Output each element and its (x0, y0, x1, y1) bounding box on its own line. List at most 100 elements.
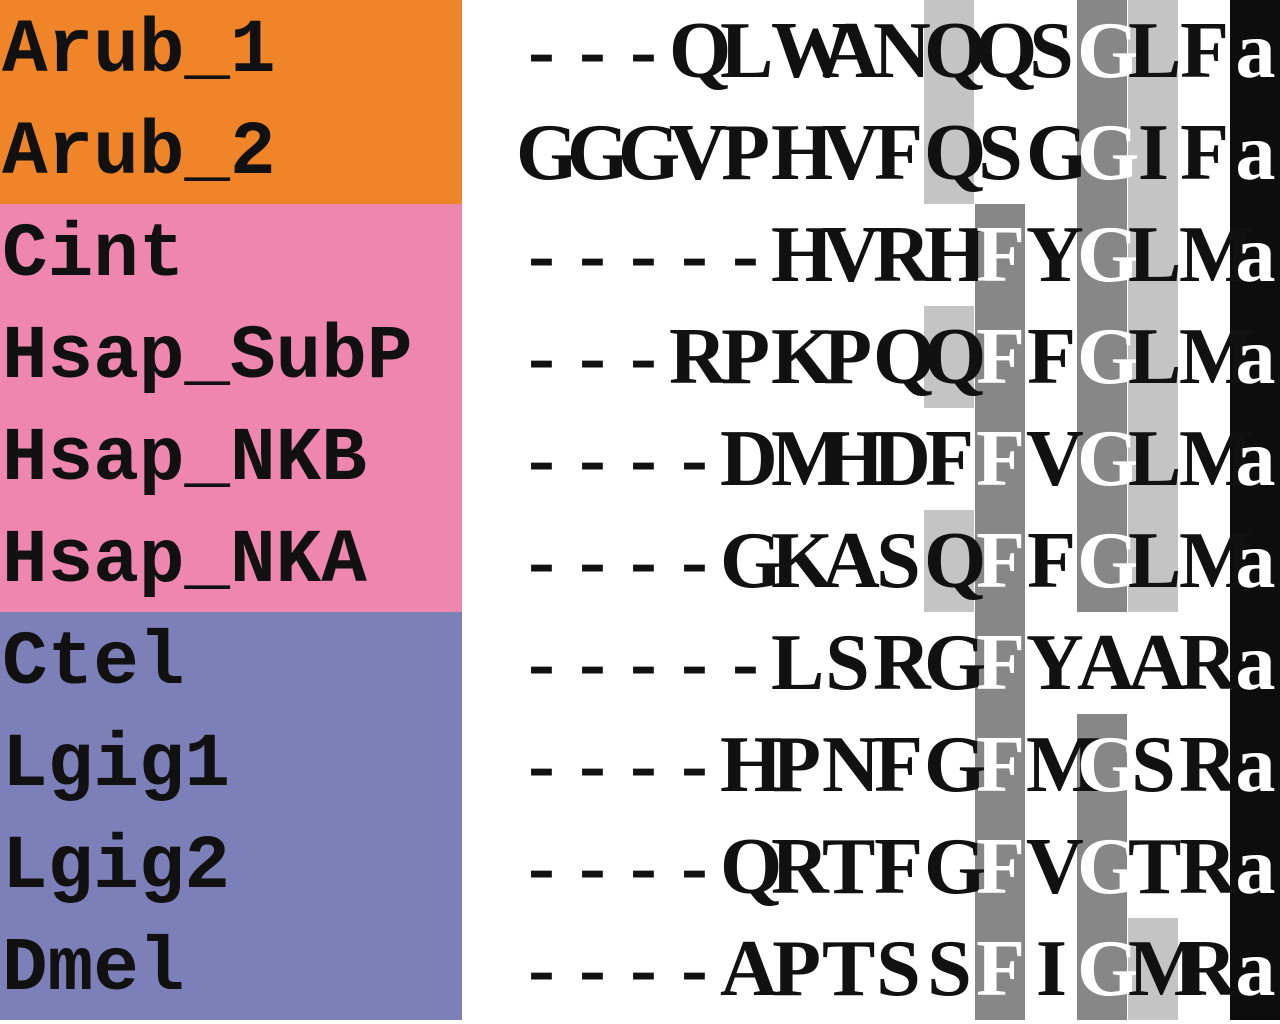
residue: A (1077, 619, 1135, 707)
residue: G (1077, 7, 1140, 95)
residue: F (976, 415, 1025, 503)
residue: Y (1026, 619, 1084, 707)
residue: G (1077, 721, 1140, 809)
residue: Q (924, 313, 987, 401)
residue: - (579, 313, 606, 401)
residue: G (1077, 109, 1140, 197)
residue: Q (924, 109, 987, 197)
residue: G (1077, 313, 1140, 401)
conservation-shade-light (924, 0, 974, 204)
residue: S (978, 109, 1023, 197)
residue: - (630, 313, 657, 401)
residue: R (1179, 619, 1237, 707)
residue: - (630, 7, 657, 95)
residue: S (927, 925, 972, 1013)
residue: F (1180, 7, 1229, 95)
residue: a (1235, 925, 1276, 1013)
conservation-shade-mid (1077, 714, 1127, 1020)
residue: I (1137, 109, 1170, 197)
conservation-shade-mid (975, 204, 1025, 1020)
residue: - (528, 313, 555, 401)
residue: a (1235, 109, 1276, 197)
residue: A (1128, 619, 1186, 707)
residue: - (630, 211, 657, 299)
residue: - (681, 925, 708, 1013)
residue: Q (873, 313, 936, 401)
residue: F (976, 211, 1025, 299)
residue: Q (669, 7, 732, 95)
residue: F (874, 721, 923, 809)
residue: N (822, 721, 880, 809)
sequence-label: Hsap_SubP (0, 306, 462, 408)
residue: - (528, 7, 555, 95)
residue: M (771, 415, 847, 503)
residue: L (1128, 313, 1182, 401)
residue: M (1179, 313, 1255, 401)
residue: A (822, 517, 880, 605)
residue: D (873, 415, 931, 503)
residue: F (976, 619, 1025, 707)
residue: F (874, 823, 923, 911)
residue: H (771, 109, 834, 197)
residue: - (579, 517, 606, 605)
residue: A (822, 7, 880, 95)
residue: F (1180, 109, 1229, 197)
residue: - (630, 517, 657, 605)
residue: F (976, 313, 1025, 401)
residue: R (873, 619, 931, 707)
residue: - (528, 415, 555, 503)
sequence-label: Dmel (0, 918, 462, 1020)
residue: G (924, 721, 987, 809)
residue: - (579, 721, 606, 809)
residue: a (1235, 619, 1276, 707)
residue: - (630, 415, 657, 503)
residue: G (1077, 925, 1140, 1013)
residue: T (1128, 823, 1182, 911)
residue: R (669, 313, 727, 401)
residue: F (925, 415, 974, 503)
residue: a (1235, 313, 1276, 401)
residue: H (924, 211, 987, 299)
residue: - (681, 619, 708, 707)
residue: - (732, 619, 759, 707)
residue: Q (924, 517, 987, 605)
residue: L (1128, 517, 1182, 605)
sequence-label: Ctel (0, 612, 462, 714)
conservation-shade-mid (1077, 0, 1127, 612)
residue: a (1235, 415, 1276, 503)
residue: - (579, 211, 606, 299)
conservation-shade-light (1128, 918, 1178, 1020)
residue: - (579, 415, 606, 503)
residue: F (874, 109, 923, 197)
residue: F (976, 925, 1025, 1013)
residue: M (1179, 415, 1255, 503)
residue: F (1027, 313, 1076, 401)
residue: - (681, 211, 708, 299)
residue: G (516, 109, 579, 197)
residue: H (822, 415, 885, 503)
residue: H (720, 721, 783, 809)
residue: R (1179, 823, 1237, 911)
residue: - (630, 619, 657, 707)
residue: M (1026, 721, 1102, 809)
residue: a (1235, 7, 1276, 95)
residue: G (618, 109, 681, 197)
residue: G (924, 823, 987, 911)
residue: K (771, 517, 834, 605)
residue: - (528, 823, 555, 911)
sequence-label: Lgig2 (0, 816, 462, 918)
residue: a (1235, 823, 1276, 911)
residue: - (579, 7, 606, 95)
residue: P (823, 313, 872, 401)
residue: V (822, 109, 880, 197)
residue: S (876, 925, 921, 1013)
residue: G (1026, 109, 1089, 197)
residue: L (720, 7, 774, 95)
sequence-label: Hsap_NKB (0, 408, 462, 510)
